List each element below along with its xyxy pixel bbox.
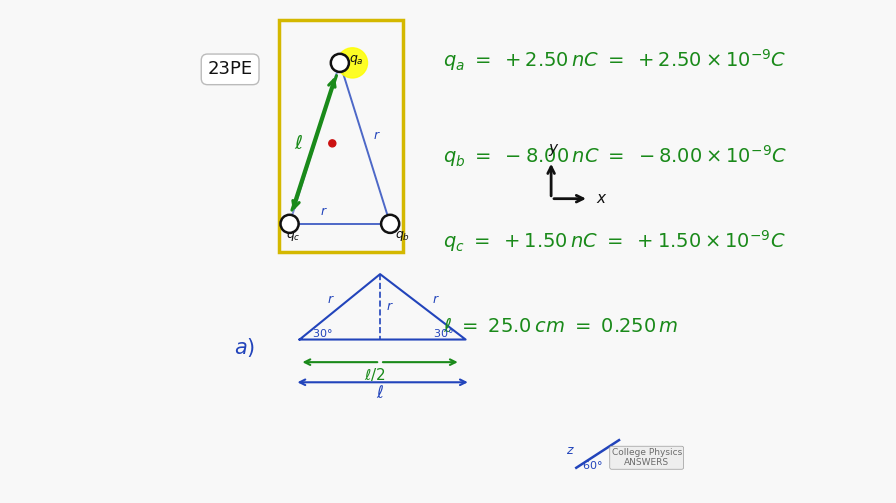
Text: $r$: $r$ [320,205,328,218]
Text: $30°$: $30°$ [312,327,332,340]
Circle shape [331,54,349,72]
Text: $30°$: $30°$ [433,327,453,340]
Text: $r$: $r$ [386,300,394,313]
Text: $q_a$: $q_a$ [349,53,364,67]
Text: College Physics
ANSWERS: College Physics ANSWERS [612,448,682,467]
Circle shape [337,48,367,78]
Circle shape [381,215,400,233]
Circle shape [329,140,336,147]
Text: $q_b\ =\ -8.00\,nC\ =\ -8.00\times10^{-9}C$: $q_b\ =\ -8.00\,nC\ =\ -8.00\times10^{-9… [443,143,787,169]
Text: $z$: $z$ [566,444,575,457]
Text: $x$: $x$ [597,191,607,206]
Text: $r$: $r$ [373,129,380,142]
Circle shape [280,215,298,233]
Text: $q_b$: $q_b$ [395,229,410,243]
Text: $60°$: $60°$ [582,459,603,471]
Bar [280,20,402,252]
Text: $q_a\ =\ +2.50\,nC\ =\ +2.50\times10^{-9}C$: $q_a\ =\ +2.50\,nC\ =\ +2.50\times10^{-9… [443,47,787,73]
Text: $r$: $r$ [432,293,440,306]
Text: $y$: $y$ [547,142,559,158]
Text: 23PE: 23PE [208,60,253,78]
Text: $\ell$: $\ell$ [294,134,303,153]
Text: $\ell$: $\ell$ [376,384,384,402]
Text: $q_c\ =\ +1.50\,nC\ =\ +1.50\times10^{-9}C$: $q_c\ =\ +1.50\,nC\ =\ +1.50\times10^{-9… [443,228,786,255]
Text: $q_c$: $q_c$ [286,229,300,243]
Text: $\ell/2$: $\ell/2$ [365,366,385,383]
Text: $a)$: $a)$ [234,336,255,359]
Text: $r$: $r$ [327,293,335,306]
Text: $\ell\ =\ 25.0\,cm\ =\ 0.250\,m$: $\ell\ =\ 25.0\,cm\ =\ 0.250\,m$ [443,317,678,337]
